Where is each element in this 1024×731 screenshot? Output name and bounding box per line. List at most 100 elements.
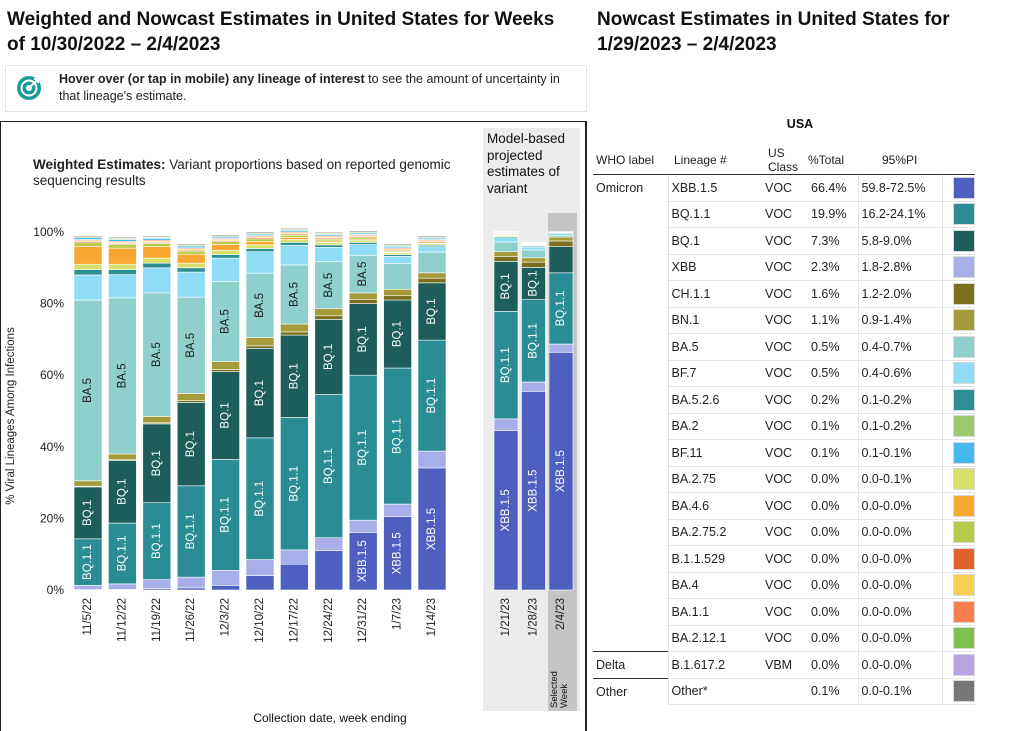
bar-segment-bq-1-1 xyxy=(142,502,172,580)
table-row[interactable]: BA.5 VOC 0.5% 0.4-0.7% xyxy=(593,333,975,361)
lineage-cell: CH.1.1 xyxy=(667,280,762,308)
lineage-cell: BA.2.12.1 xyxy=(667,625,762,652)
table-row[interactable]: BA.4 VOC 0.0% 0.0-0.0% xyxy=(593,572,975,599)
color-swatch-cell xyxy=(941,201,975,228)
x-tick-label: 2/4/23 xyxy=(555,598,567,630)
total-cell: 0.0% xyxy=(808,519,858,546)
bar-label: BQ.1.1 xyxy=(116,536,128,572)
bar-segment-xbb xyxy=(493,418,519,431)
bar-segment-ba-2-75 xyxy=(176,262,206,269)
bar-label: BQ.1.1 xyxy=(426,378,438,414)
total-cell: 0.0% xyxy=(808,466,858,493)
who-label-cell xyxy=(593,599,668,626)
color-swatch xyxy=(952,309,975,332)
table-row[interactable]: BQ.1.1 VOC 19.9% 16.2-24.1% xyxy=(593,201,975,228)
bar-label: BA.5 xyxy=(82,378,94,403)
bar-segment-bq-1 xyxy=(417,282,447,341)
selected-week-label: Selected Week xyxy=(549,671,570,708)
table-row[interactable]: BA.2.12.1 VOC 0.0% 0.0-0.0% xyxy=(593,625,975,652)
bar-segment-bn-1 xyxy=(176,393,206,401)
header-who: WHO label xyxy=(596,153,655,167)
bar-segment-ch-1-1 xyxy=(417,277,447,284)
total-cell: 0.0% xyxy=(808,625,858,652)
table-row[interactable]: BN.1 VOC 1.1% 0.9-1.4% xyxy=(593,307,975,334)
lineage-cell: BA.2.75.2 xyxy=(667,519,762,546)
color-swatch xyxy=(952,335,975,358)
color-swatch-cell xyxy=(941,625,975,652)
bar-label: BQ.1.1 xyxy=(392,418,404,454)
color-swatch-cell xyxy=(941,333,975,361)
color-swatch xyxy=(952,415,975,438)
bar-segment-bn-1 xyxy=(548,236,574,242)
bar-segment-ba-5-2-6 xyxy=(142,262,172,269)
lineage-cell: XBB.1.5 xyxy=(667,174,762,202)
bar-label: BA.5 xyxy=(357,262,369,287)
bar-label: XBB.1.5 xyxy=(500,489,512,531)
bar-segment-ba-4-6 xyxy=(142,246,172,259)
class-cell: VOC xyxy=(762,519,808,546)
who-label-cell xyxy=(593,625,668,652)
table-row[interactable]: BF.11 VOC 0.1% 0.1-0.1% xyxy=(593,439,975,467)
table-row[interactable]: Other Other* 0.1% 0.0-0.1% xyxy=(593,677,975,705)
bar-segment-bq-1-1 xyxy=(493,311,519,420)
left-title: Weighted and Nowcast Estimates in United… xyxy=(7,9,555,55)
color-swatch xyxy=(952,547,975,570)
class-cell: VOC xyxy=(762,254,808,281)
region-label: USA xyxy=(786,117,814,131)
table-row[interactable]: BA.5.2.6 VOC 0.2% 0.1-0.2% xyxy=(593,386,975,414)
pi-cell: 0.0-0.1% xyxy=(857,677,942,705)
bar-segment-ba-5-2-6 xyxy=(211,254,240,259)
bar-label: BA.5 xyxy=(220,309,232,334)
table-row[interactable]: Delta B.1.617.2 VBM 0.0% 0.0-0.0% xyxy=(593,651,975,679)
header-pi: 95%PI xyxy=(882,153,918,167)
bar-label: BQ.1.1 xyxy=(323,448,335,484)
who-label-cell xyxy=(593,466,668,493)
pi-cell: 1.8-2.8% xyxy=(857,254,942,281)
y-tick-label: 40% xyxy=(40,440,64,454)
lineage-cell: BA.2.75 xyxy=(667,466,762,493)
table-row[interactable]: BA.4.6 VOC 0.0% 0.0-0.0% xyxy=(593,492,975,520)
table-row[interactable]: BQ.1 VOC 7.3% 5.8-9.0% xyxy=(593,227,975,255)
bar-segment-ba-5 xyxy=(73,299,103,482)
bar-segment-xbb-1-5 xyxy=(314,550,344,591)
bar-segment-xbb xyxy=(348,519,378,533)
pi-cell: 5.8-9.0% xyxy=(857,227,942,255)
bar-segment-other xyxy=(417,235,447,238)
weighted-title-rest: Variant proportions based on reported ge… xyxy=(33,157,451,188)
bar-segment-bq-1-1 xyxy=(314,394,344,539)
who-label-cell xyxy=(593,413,668,440)
bar-segment-ba-5 xyxy=(211,281,240,362)
pi-cell: 0.1-0.2% xyxy=(857,413,942,440)
bar-segment-bn-1 xyxy=(280,323,309,333)
table-row[interactable]: XBB VOC 2.3% 1.8-2.8% xyxy=(593,254,975,281)
total-cell: 0.0% xyxy=(808,545,858,573)
total-cell: 66.4% xyxy=(808,174,858,202)
x-tick-label: 12/3/22 xyxy=(220,598,232,636)
weighted-title: Weighted Estimates: Variant proportions … xyxy=(33,157,478,189)
class-cell: VOC xyxy=(762,545,808,573)
bar-segment-bq-1-1 xyxy=(211,459,240,571)
bar-segment-xbb-1-5 xyxy=(280,563,309,591)
bar-segment-ba-4-6 xyxy=(245,241,275,246)
bar-label: XBB.1.5 xyxy=(528,470,540,512)
table-row[interactable]: B.1.1.529 VOC 0.0% 0.0-0.0% xyxy=(593,545,975,573)
who-label-cell xyxy=(593,254,668,281)
class-cell: VOC xyxy=(762,466,808,493)
lineage-cell: BA.1.1 xyxy=(667,598,762,626)
table-row[interactable]: BA.2.75 VOC 0.0% 0.0-0.1% xyxy=(593,466,975,493)
table-row[interactable]: BF.7 VOC 0.5% 0.4-0.6% xyxy=(593,360,975,387)
x-tick-label: 11/5/22 xyxy=(82,598,94,636)
selected-week-label-wrap: Selected Week xyxy=(548,660,577,710)
bar-segment-xbb xyxy=(548,343,574,353)
bar-segment-ch-1-1 xyxy=(348,299,378,304)
x-tick-label: 12/10/22 xyxy=(254,598,266,643)
total-cell: 0.1% xyxy=(808,413,858,440)
table-row[interactable]: BA.2 VOC 0.1% 0.1-0.2% xyxy=(593,413,975,440)
table-row[interactable]: CH.1.1 VOC 1.6% 1.2-2.0% xyxy=(593,280,975,308)
table-row[interactable]: BA.2.75.2 VOC 0.0% 0.0-0.0% xyxy=(593,519,975,546)
table-row[interactable]: Omicron XBB.1.5 VOC 66.4% 59.8-72.5% xyxy=(593,174,975,202)
bar-segment-ba-2-75 xyxy=(142,257,172,264)
table-row[interactable]: BA.1.1 VOC 0.0% 0.0-0.0% xyxy=(593,598,975,626)
bar-segment-ch-1-1 xyxy=(280,331,309,336)
color-swatch-cell xyxy=(941,386,975,414)
